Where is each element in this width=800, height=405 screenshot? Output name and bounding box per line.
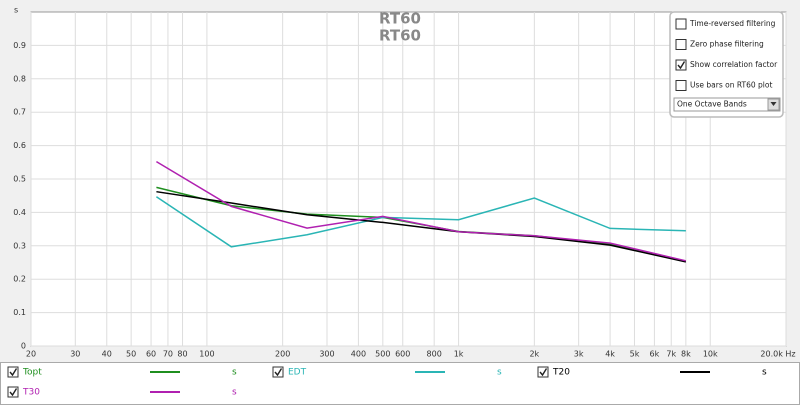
dropdown[interactable] <box>673 97 781 112</box>
series-checkbox[interactable] <box>537 366 549 378</box>
x-tick-label: 4k <box>605 350 615 359</box>
x-tick-label: 50 <box>126 350 136 359</box>
y-tick-label: 0.7 <box>13 108 26 117</box>
x-tick-label: 80 <box>177 350 187 359</box>
x-tick-label: 100 <box>199 350 214 359</box>
option-checkbox[interactable] <box>675 39 687 50</box>
y-tick-label: 0.4 <box>13 208 26 217</box>
legend-unit: s <box>762 368 767 378</box>
y-tick-label: 0.3 <box>13 241 26 250</box>
series-line <box>156 190 687 263</box>
series-line <box>156 160 687 262</box>
x-tick-label: 10k <box>703 350 718 359</box>
y-tick-label: 0.2 <box>13 275 26 284</box>
x-tick-label: 70 <box>163 350 173 359</box>
x-tick-label: 30 <box>70 350 80 359</box>
x-tick-label: 2k <box>529 350 539 359</box>
legend-label: Topt <box>22 368 42 378</box>
x-tick-label: 400 <box>351 350 366 359</box>
option-checkbox[interactable] <box>675 80 687 91</box>
legend-panel <box>0 362 800 405</box>
legend-label: T30 <box>22 388 40 398</box>
y-tick-label: 0.1 <box>13 308 26 317</box>
x-tick-label: 500 <box>375 350 390 359</box>
check-mark <box>677 61 686 70</box>
legend-unit: s <box>232 368 237 378</box>
y-tick-label: 0.8 <box>13 74 26 83</box>
x-tick-label: 40 <box>102 350 112 359</box>
option-checkbox[interactable] <box>675 18 687 30</box>
chart-subtitle: RT60 <box>379 27 421 45</box>
x-tick-label: 6k <box>650 350 660 359</box>
option-label: Zero phase filtering <box>690 40 764 49</box>
y-tick-label: 0.9 <box>13 41 26 50</box>
x-tick-label: 20 <box>26 350 36 359</box>
x-tick-label: 8k <box>681 350 691 359</box>
x-tick-label: 1k <box>454 350 464 359</box>
option-label: Time-reversed filtering <box>689 19 776 28</box>
y-tick-label: 0 <box>21 342 26 351</box>
check-mark <box>9 368 18 377</box>
dropdown-label: One Octave Bands <box>677 100 747 109</box>
check-mark <box>539 368 548 377</box>
legend-unit: s <box>497 368 502 378</box>
x-tick-label: 200 <box>275 350 290 359</box>
series-checkbox[interactable] <box>7 366 19 378</box>
x-tick-label: 7k <box>666 350 676 359</box>
legend-label: EDT <box>288 368 307 378</box>
check-mark <box>9 388 18 397</box>
y-axis-label: s <box>14 6 18 15</box>
check-mark <box>274 368 283 377</box>
x-tick-label: 20.0k Hz <box>760 350 795 359</box>
option-label: Use bars on RT60 plot <box>690 81 772 90</box>
options-panel <box>669 11 784 118</box>
option-checkbox[interactable] <box>675 59 687 71</box>
series-line <box>155 196 686 248</box>
x-tick-label: 300 <box>319 350 334 359</box>
y-tick-label: 0.6 <box>13 141 26 150</box>
x-tick-label: 60 <box>146 350 156 359</box>
x-tick-label: 800 <box>427 350 442 359</box>
legend-label: T20 <box>552 368 570 378</box>
series-checkbox[interactable] <box>7 386 19 398</box>
legend-unit: s <box>232 388 237 398</box>
chart-title: RT60 <box>379 10 421 28</box>
series-checkbox[interactable] <box>272 366 284 378</box>
x-tick-label: 3k <box>574 350 584 359</box>
option-label: Show correlation factor <box>690 60 778 69</box>
x-tick-label: 600 <box>395 350 410 359</box>
dropdown-arrow <box>770 102 777 106</box>
y-tick-label: 0.5 <box>13 175 26 184</box>
x-tick-label: 5k <box>630 350 640 359</box>
